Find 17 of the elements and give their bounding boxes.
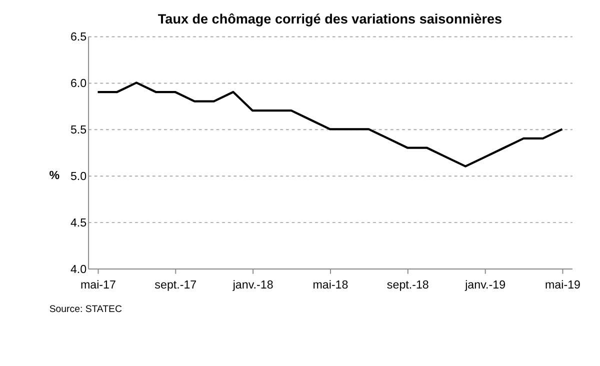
y-tick-label: 5.0 bbox=[70, 170, 87, 183]
y-axis-title: % bbox=[49, 169, 60, 182]
y-tick-label: 4.5 bbox=[70, 216, 87, 230]
x-tick-label: janv.-19 bbox=[464, 278, 506, 292]
y-tick-label: 5.5 bbox=[70, 124, 87, 137]
line-series bbox=[96, 82, 564, 168]
y-tick-label: 6.5 bbox=[70, 30, 87, 44]
y-tick-label: 6.0 bbox=[70, 77, 87, 90]
y-tick-label: 4.0 bbox=[70, 262, 87, 276]
x-tick-label: sept.-17 bbox=[154, 278, 197, 292]
x-tick-label: mai-17 bbox=[80, 278, 116, 292]
x-tick-label: mai-18 bbox=[312, 278, 348, 292]
chart-title: Taux de chômage corrigé des variations saisonnières bbox=[158, 12, 502, 27]
x-tick-label: janv.-18 bbox=[232, 278, 274, 292]
x-tick-label: mai-19 bbox=[544, 278, 580, 292]
source-note: Source: STATEC bbox=[49, 304, 122, 316]
x-tick-label: sept.-18 bbox=[386, 278, 429, 292]
